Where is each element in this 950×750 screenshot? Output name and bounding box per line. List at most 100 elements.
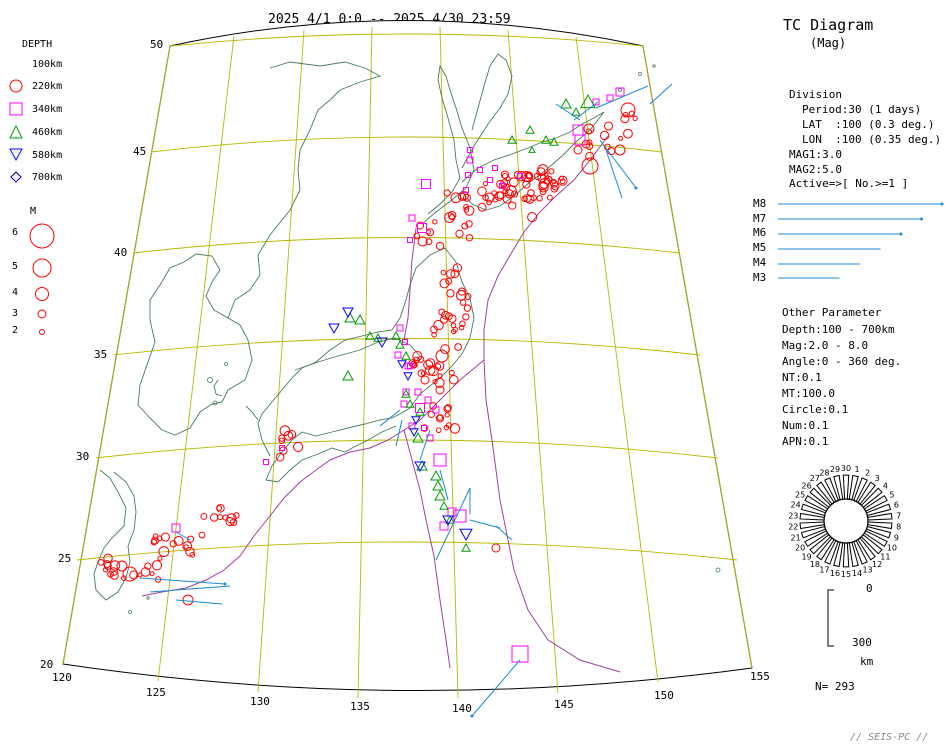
quake-square — [487, 177, 493, 183]
quake-triangle — [412, 431, 424, 443]
quake-circle — [623, 128, 633, 139]
parallel-line — [169, 33, 644, 47]
quake-circle — [158, 546, 170, 558]
lon-label-120: 120 — [52, 671, 72, 684]
division-mag2: MAG2:5.0 — [789, 163, 842, 176]
quake-square — [463, 187, 469, 193]
meridian-line — [62, 45, 171, 665]
quake-circle — [558, 175, 565, 181]
depth-scale-top: 0 — [866, 582, 873, 595]
rose-segment — [800, 525, 827, 539]
tc-vector — [419, 429, 431, 461]
quake-square — [408, 214, 416, 222]
rose-segment — [804, 494, 829, 512]
quake-circle — [435, 427, 442, 434]
quake-circle — [149, 571, 155, 577]
mscale-bar-end — [899, 232, 903, 236]
quake-circle — [198, 531, 206, 539]
quake-square — [615, 87, 625, 97]
quake-inverted-triangle — [376, 337, 388, 349]
quake-circle — [151, 536, 160, 545]
quake-square — [592, 98, 600, 106]
lat-label-45: 45 — [133, 145, 147, 158]
mag-circle-3 — [37, 309, 47, 319]
quake-circle — [412, 351, 423, 362]
quake-circle — [420, 375, 430, 385]
quake-circle — [457, 287, 466, 296]
quake-circle — [443, 424, 450, 431]
tc-vector — [471, 659, 521, 717]
mscale-label-m5: M5 — [753, 241, 767, 254]
quake-triangle — [405, 398, 415, 408]
quake-circle — [432, 219, 438, 225]
quake-square — [263, 459, 269, 465]
mscale-label-m8: M8 — [753, 197, 767, 210]
quake-circle — [443, 189, 451, 197]
quake-circle — [522, 180, 531, 189]
quake-triangle — [445, 514, 455, 524]
tc-vector — [555, 103, 581, 121]
quake-circle — [496, 191, 505, 200]
mscale-bar-end — [940, 202, 944, 206]
quake-circle — [110, 570, 119, 580]
tc-vector — [469, 519, 501, 529]
tc-vector — [599, 139, 637, 189]
quake-circle — [182, 594, 194, 606]
rose-label: 10 — [887, 544, 897, 553]
legend-square-symbol — [9, 102, 23, 116]
division-line-lat: LAT :100 (0.3 deg.) — [802, 118, 935, 131]
rose-label: 3 — [875, 474, 880, 483]
quake-triangle — [344, 311, 356, 323]
lat-label-35: 35 — [94, 348, 108, 361]
lon-label-150: 150 — [654, 689, 674, 702]
quake-circle — [278, 437, 286, 444]
quake-circle — [454, 343, 462, 351]
quake-circle — [151, 560, 163, 571]
island-markers — [128, 64, 721, 614]
rose-segment — [816, 481, 835, 505]
lon-label-125: 125 — [146, 686, 166, 699]
rose-label: 16 — [830, 569, 840, 578]
quake-triangle — [507, 134, 517, 144]
mscale-label-m4: M4 — [753, 256, 767, 269]
division-line-lon: LON :100 (0.35 deg.) — [802, 133, 942, 146]
quake-circle — [216, 505, 223, 511]
quake-circle — [459, 191, 469, 201]
depth-legend-580: 580km — [32, 150, 63, 161]
quake-circle — [169, 540, 177, 548]
quake-circle — [586, 139, 593, 146]
quake-triangle — [401, 388, 411, 398]
quake-triangle — [391, 330, 401, 340]
division-line-period: Period:30 (1 days) — [802, 103, 922, 116]
quake-triangle — [401, 350, 411, 360]
quake-circle — [599, 130, 610, 141]
quake-circle — [438, 308, 446, 316]
quake-circle — [417, 236, 428, 247]
quake-circle — [107, 570, 114, 578]
quake-triangle — [461, 542, 471, 552]
quake-circle — [189, 551, 196, 558]
tc-vector-end — [470, 714, 474, 718]
rose-label: 26 — [802, 482, 812, 491]
mag-legend-title: M — [30, 206, 37, 217]
rose-label: 13 — [862, 565, 872, 574]
quake-circle — [484, 192, 495, 203]
quake-circle — [486, 199, 492, 206]
quake-square — [417, 223, 427, 233]
tc-vector — [435, 487, 471, 561]
quake-circle — [152, 533, 159, 540]
quake-circle — [446, 289, 455, 298]
depth-legend-220: 220km — [32, 81, 63, 92]
quake-triangle — [434, 489, 446, 501]
tc-vector-end — [634, 186, 638, 190]
quake-circle — [200, 512, 208, 520]
mag-legend-3: 3 — [12, 308, 19, 319]
quake-triangle — [571, 106, 581, 116]
division-mag1: MAG1:3.0 — [789, 148, 842, 161]
legend-circle-symbol — [9, 79, 23, 93]
quake-square — [467, 147, 473, 153]
quake-triangle — [415, 406, 425, 416]
quake-circle — [632, 115, 638, 122]
quake-circle — [482, 194, 489, 201]
